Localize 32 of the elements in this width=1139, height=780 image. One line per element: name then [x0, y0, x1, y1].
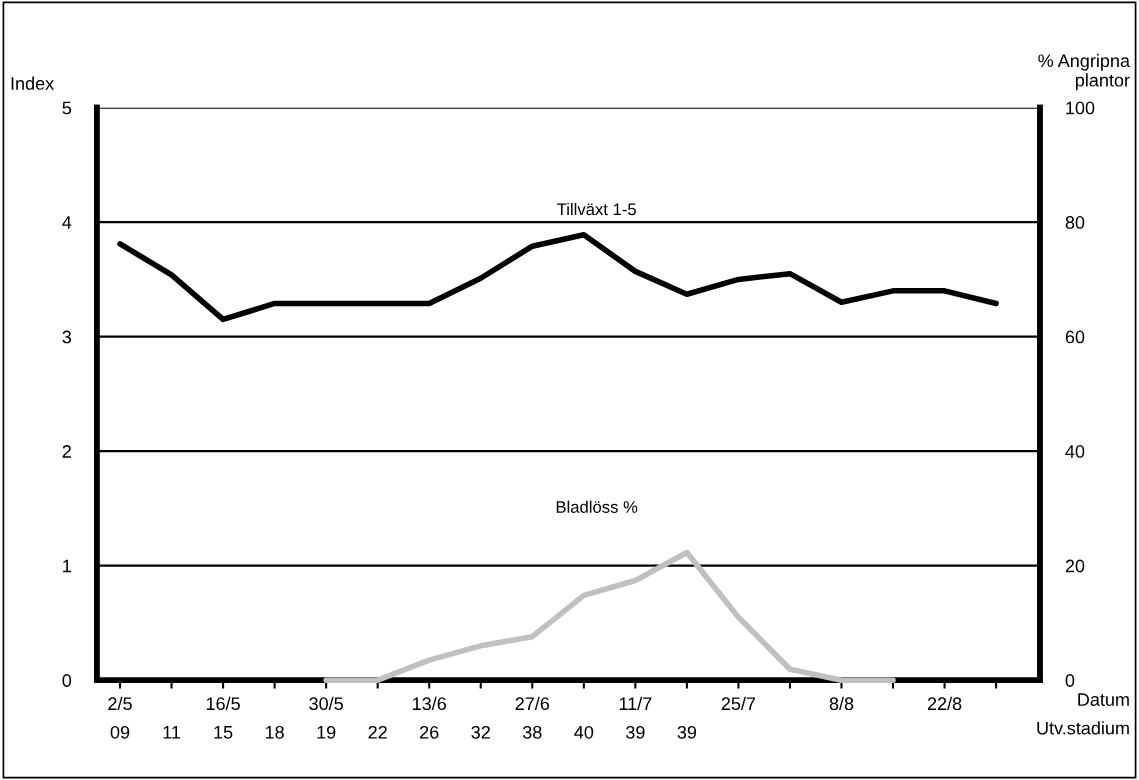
y-tick-label: 5: [62, 101, 72, 115]
y2-axis-title: % Angripna plantor: [1038, 53, 1130, 91]
y2-tick-label: 60: [1065, 330, 1085, 344]
y-tick-label: 3: [62, 330, 72, 344]
x-tick-label: 11: [163, 726, 181, 739]
y2-tick-label: 0: [1065, 674, 1075, 687]
x-tick-label: 16/5 15: [206, 696, 240, 739]
annotation: Tillväxt 1-5: [557, 202, 636, 216]
x-tick-label: 22/8: [927, 696, 962, 711]
x-tick-label: 40: [574, 725, 594, 739]
x-tick-label: 32: [471, 725, 490, 739]
x-tick-label: 25/7: [721, 696, 756, 711]
x-tick-label: 30/5 19: [309, 696, 343, 739]
y2-tick-label: 100: [1066, 101, 1095, 115]
x-tick-label: 11/7 39: [619, 696, 652, 739]
annotation: Bladlöss %: [556, 500, 638, 513]
y-tick-label: 4: [62, 216, 72, 229]
y2-tick-label: 80: [1065, 216, 1085, 229]
y-tick-label: 0: [62, 674, 72, 687]
y-tick-label: 2: [62, 445, 71, 458]
x-tick-label: 2/5 09: [108, 696, 132, 739]
y-tick-label: 1: [63, 559, 71, 573]
x-tick-label: 13/6 26: [413, 696, 446, 739]
x-tick-label: 27/6 38: [515, 696, 550, 739]
x-axis-title: Datum Utv.stadium: [1037, 693, 1129, 735]
x-tick-label: 39: [677, 725, 697, 739]
x-tick-label: 22: [368, 725, 387, 739]
x-tick-label: 8/8: [829, 696, 854, 711]
y-axis-title: Index: [11, 76, 54, 90]
y2-tick-label: 40: [1065, 445, 1085, 458]
y2-tick-label: 20: [1065, 559, 1085, 573]
x-tick-label: 18: [265, 725, 284, 739]
